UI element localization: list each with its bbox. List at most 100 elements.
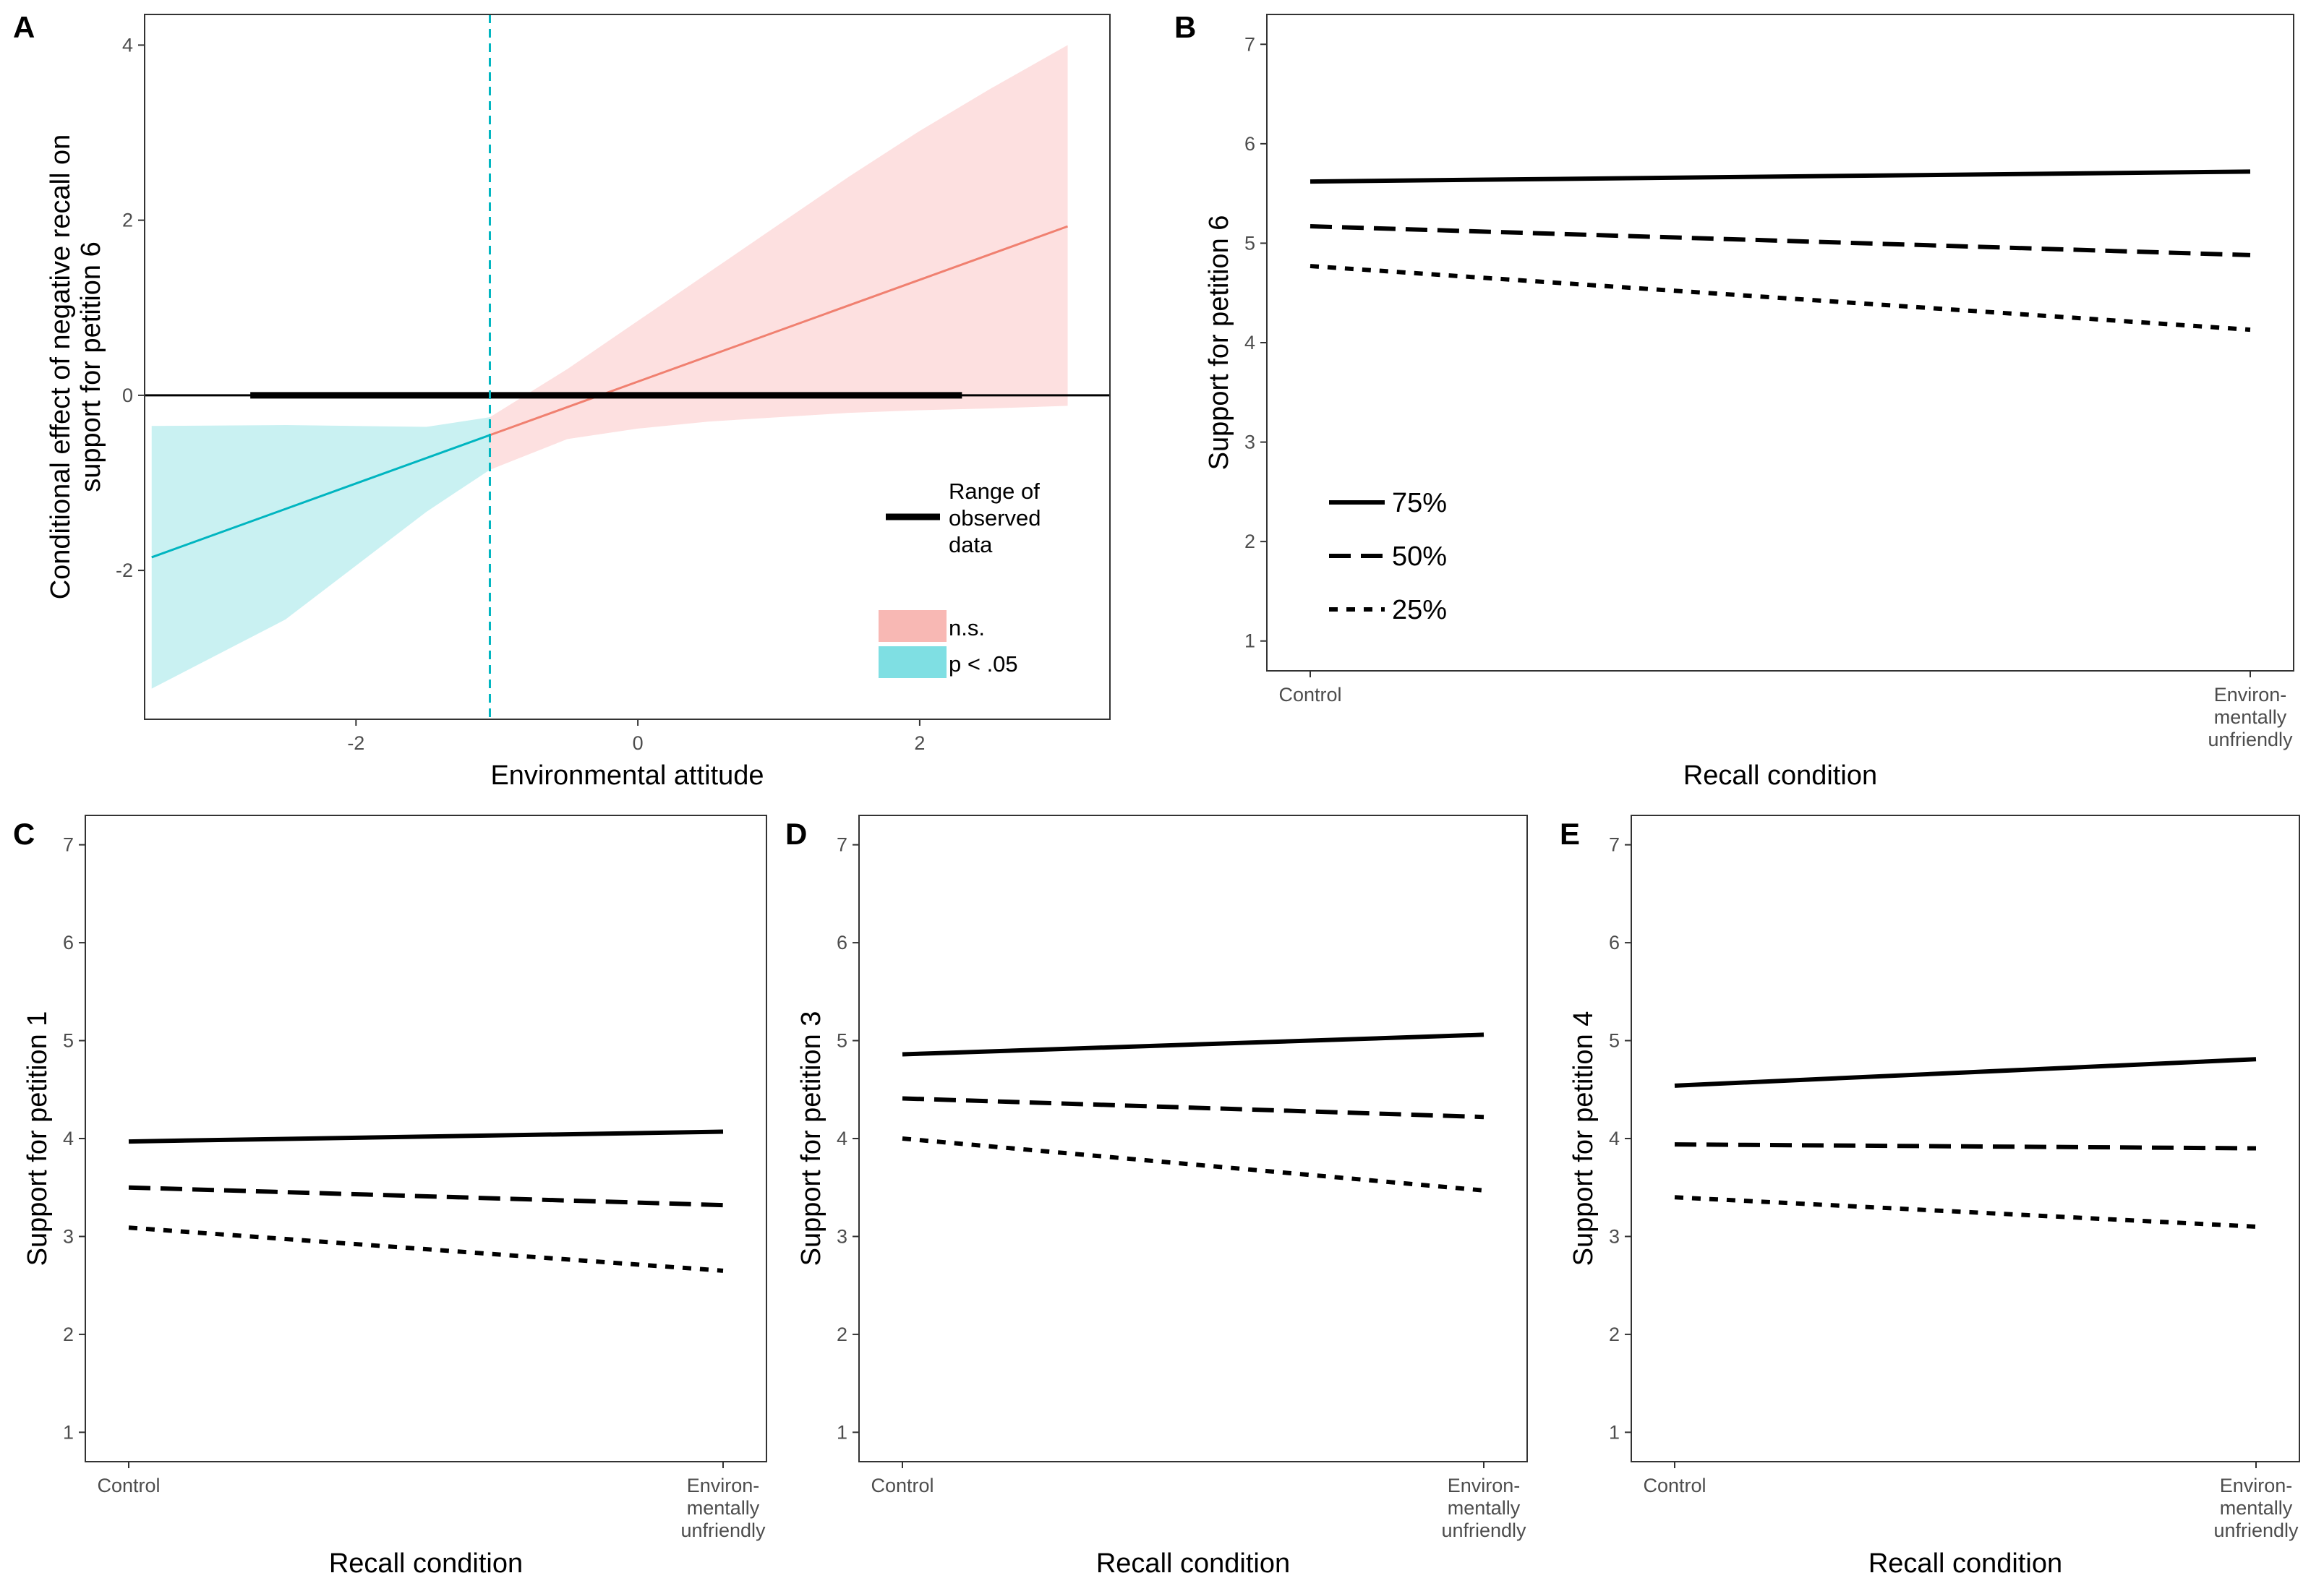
y-tick-label: 5 xyxy=(63,1030,74,1052)
x-tick-label: 0 xyxy=(633,732,644,754)
legend-range-label: observed xyxy=(949,505,1041,531)
panel-b: B 1 2 3 4 5 6 7 Control Environ-mentallyunfriendl… xyxy=(1174,10,2294,791)
y-tick-label: 3 xyxy=(1609,1225,1620,1247)
series-line-75pct xyxy=(1674,1057,2257,1088)
legend-range-label: Range of xyxy=(949,479,1040,504)
legend-ns-label: n.s. xyxy=(949,615,985,640)
y-axis-title-line: Conditional effect of negative recall on xyxy=(46,134,76,600)
x-tick-label: mentally xyxy=(2214,706,2287,728)
legend-label: 25% xyxy=(1392,595,1447,625)
y-tick-label: 7 xyxy=(1244,33,1255,55)
panel-c: C 1 2 3 4 5 6 7 Control Environ-mentallyunfriendl… xyxy=(13,815,767,1579)
panel-letter: A xyxy=(13,10,35,44)
x-tick-label: unfriendly xyxy=(2213,1519,2299,1541)
nonsignificant-effect-line xyxy=(489,225,1069,437)
panel-a: A -2 0 2 4 -2 0 2 Environmental attitude Conditio… xyxy=(13,10,1111,791)
x-axis-title: Recall condition xyxy=(1683,760,1877,791)
y-tick-label: 5 xyxy=(1609,1030,1620,1052)
y-tick-label: 4 xyxy=(1609,1128,1620,1149)
y-tick-label: 6 xyxy=(1609,932,1620,953)
y-tick-label: 4 xyxy=(63,1128,74,1149)
y-tick-label: 3 xyxy=(1244,432,1255,453)
x-tick-label: Control xyxy=(871,1475,934,1496)
x-axis-title: Recall condition xyxy=(329,1548,523,1579)
y-tick-label: 2 xyxy=(837,1324,847,1345)
y-tick-label: 7 xyxy=(1609,834,1620,856)
x-tick-label: Environ- xyxy=(687,1475,760,1496)
y-tick-label: 6 xyxy=(1244,133,1255,155)
legend-label: 50% xyxy=(1392,541,1447,572)
x-tick-label: mentally xyxy=(2220,1497,2293,1519)
y-tick-label: 1 xyxy=(63,1421,74,1443)
x-tick-label: mentally xyxy=(1448,1497,1521,1519)
x-tick-label: mentally xyxy=(687,1497,760,1519)
y-tick-label: 5 xyxy=(837,1030,847,1052)
panel-letter: D xyxy=(785,817,807,851)
series-line-25pct xyxy=(1310,264,2251,333)
y-tick-label: -2 xyxy=(116,560,133,581)
y-axis-title: Support for petition 3 xyxy=(796,1011,826,1266)
x-axis-title: Environmental attitude xyxy=(490,760,764,791)
y-axis-title: Support for petition 4 xyxy=(1568,1011,1599,1266)
series-line-75pct xyxy=(1310,169,2251,184)
panel-e: E 1 2 3 4 5 6 7 Control Environ-mentallyunfriendl… xyxy=(1560,815,2300,1579)
y-tick-label: 0 xyxy=(122,385,133,406)
series-line-50pct xyxy=(128,1185,724,1208)
y-axis-title: Support for petition 6 xyxy=(1204,215,1234,471)
y-tick-label: 3 xyxy=(63,1225,74,1247)
series-line-25pct xyxy=(128,1225,724,1273)
y-axis-title-line: support for petition 6 xyxy=(76,241,106,492)
x-tick-label: 2 xyxy=(914,732,925,754)
x-axis-title: Recall condition xyxy=(1096,1548,1290,1579)
series-line-50pct xyxy=(902,1096,1484,1120)
legend-sig-label: p < .05 xyxy=(949,651,1018,677)
plot-frame xyxy=(144,14,1111,720)
y-axis-title: Support for petition 1 xyxy=(22,1011,53,1266)
y-tick-label: 1 xyxy=(1609,1421,1620,1443)
x-tick-label: Environ- xyxy=(2214,684,2287,706)
legend-sig-key xyxy=(879,646,947,678)
legend-ns-key xyxy=(879,610,947,642)
panel-letter: C xyxy=(13,817,35,851)
y-tick-label: 1 xyxy=(1244,630,1255,652)
y-tick-label: 2 xyxy=(63,1324,74,1345)
nonsignificant-ci-band xyxy=(490,45,1068,470)
series-line-75pct xyxy=(128,1129,724,1144)
panel-letter: B xyxy=(1174,10,1196,44)
y-tick-label: 6 xyxy=(837,932,847,953)
y-tick-label: 5 xyxy=(1244,232,1255,254)
x-axis-title: Recall condition xyxy=(1868,1548,2062,1579)
y-tick-label: 4 xyxy=(837,1128,847,1149)
significant-effect-line xyxy=(151,434,490,559)
x-tick-label: unfriendly xyxy=(680,1519,766,1541)
significant-ci-band xyxy=(151,417,490,689)
legend-range-label: data xyxy=(949,532,993,557)
series-line-50pct xyxy=(1310,224,2251,257)
y-tick-label: 6 xyxy=(63,932,74,953)
x-tick-label: Environ- xyxy=(1448,1475,1521,1496)
series-line-75pct xyxy=(902,1032,1484,1057)
x-tick-label: Environ- xyxy=(2220,1475,2293,1496)
y-tick-label: 4 xyxy=(1244,332,1255,353)
y-tick-label: 1 xyxy=(837,1421,847,1443)
x-tick-label: -2 xyxy=(347,732,364,754)
y-axis-title: Conditional effect of negative recall on… xyxy=(46,134,106,600)
panel-letter: E xyxy=(1560,817,1580,851)
y-tick-label: 4 xyxy=(122,34,133,56)
y-tick-label: 7 xyxy=(837,834,847,856)
x-tick-label: Control xyxy=(1278,684,1341,706)
series-line-50pct xyxy=(1674,1142,2257,1151)
y-tick-label: 2 xyxy=(1609,1324,1620,1345)
panel-d: D 1 2 3 4 5 6 7 Control Environ-mentallyunfriendl… xyxy=(785,815,1528,1579)
y-tick-label: 2 xyxy=(122,210,133,231)
y-tick-label: 2 xyxy=(1244,531,1255,552)
x-tick-label: unfriendly xyxy=(2208,729,2293,750)
y-tick-label: 7 xyxy=(63,834,74,856)
x-tick-label: Control xyxy=(97,1475,160,1496)
y-tick-label: 3 xyxy=(837,1225,847,1247)
legend-label: 75% xyxy=(1392,488,1447,518)
x-tick-label: Control xyxy=(1643,1475,1706,1496)
series-line-25pct xyxy=(902,1136,1484,1193)
